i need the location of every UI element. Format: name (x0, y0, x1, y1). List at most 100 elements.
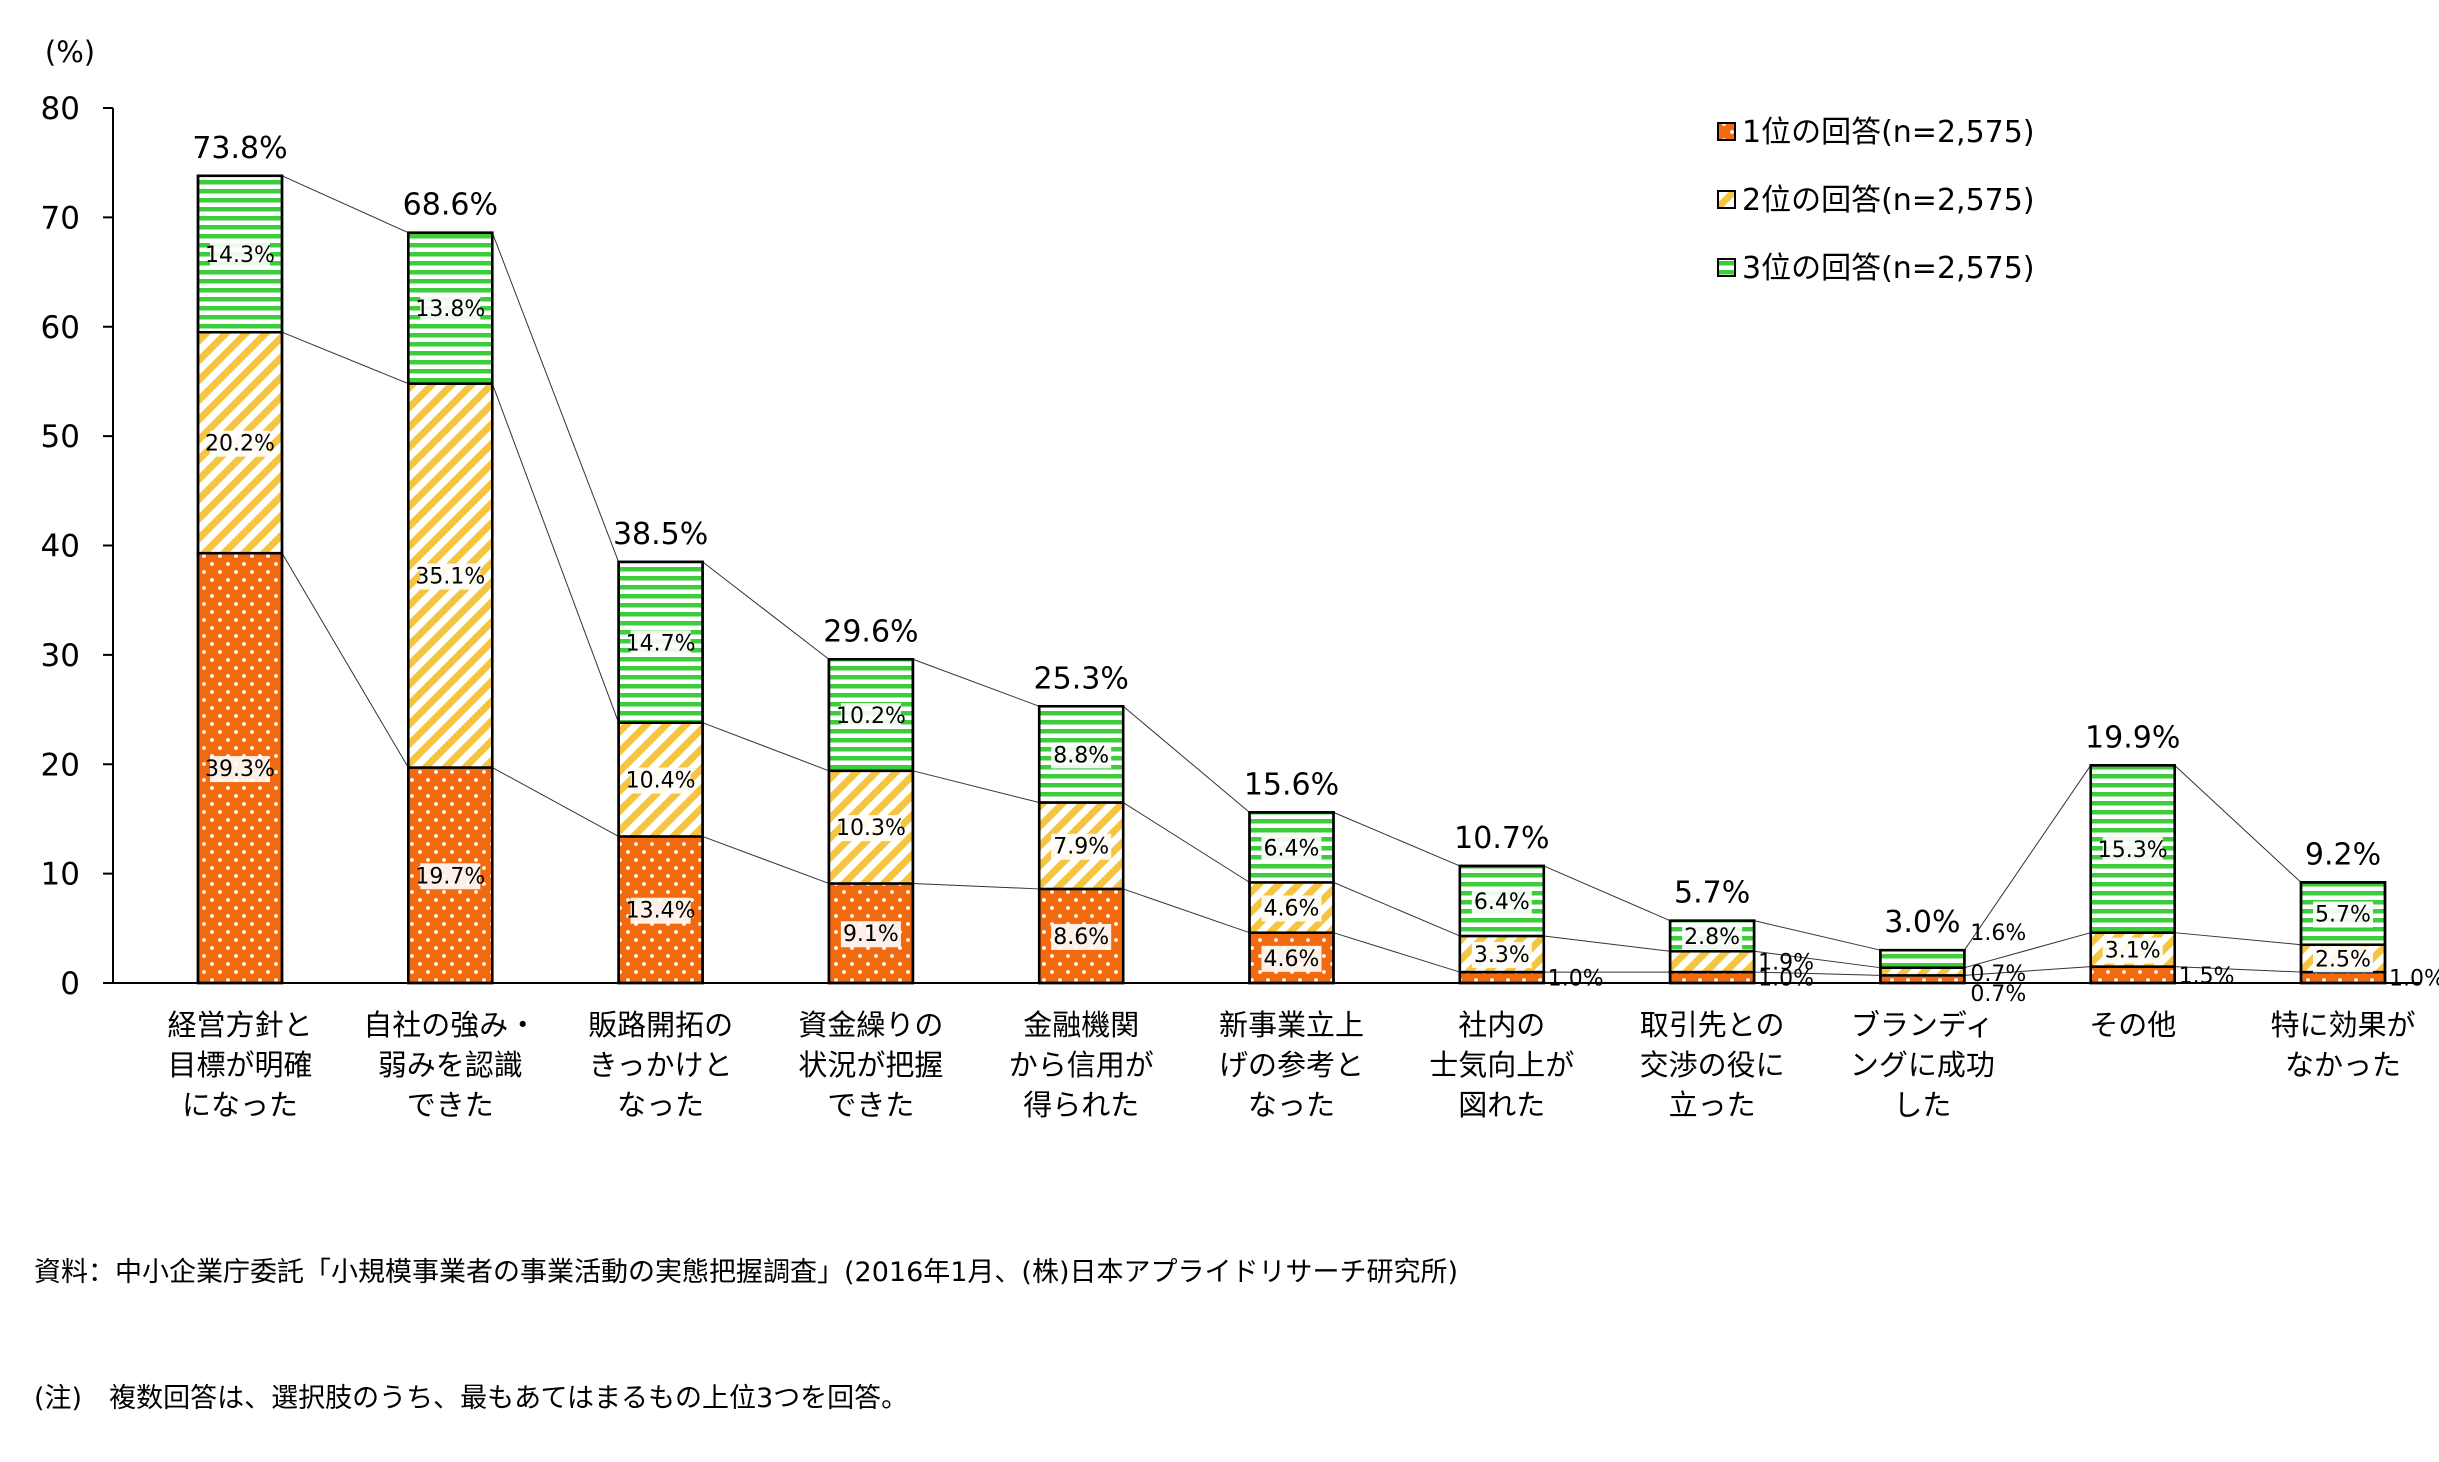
notes: 資料：中小企業庁委託「小規模事業者の事業活動の実態把握調査」(2016年1月、(… (34, 1168, 1458, 1462)
segment-label-bg (630, 630, 691, 657)
total-value-label: 19.9% (2085, 720, 2180, 755)
y-tick-label: 80 (41, 91, 80, 127)
category-label: 立った (1669, 1088, 1756, 1122)
segment-label-bg (840, 815, 901, 842)
connector-line (1964, 966, 2091, 976)
bar-segment (1668, 970, 1756, 985)
segment-value-label: 6.4% (1474, 890, 1530, 915)
segment-value-label: 1.6% (1970, 921, 2026, 946)
footnote: (注) 複数回答は、選択肢のうち、最もあてはまるもの上位3つを回答。 (34, 1383, 909, 1414)
segment-label-bg (1051, 833, 1112, 860)
segment-value-label: 1.9% (1758, 951, 1814, 976)
connector-line (1333, 811, 1460, 867)
category-label: 目標が明確 (167, 1048, 312, 1082)
bar-outline (407, 231, 494, 985)
segment-label-bg (210, 756, 270, 783)
connector-line (281, 331, 409, 385)
category-label: 資金繰りの (798, 1008, 943, 1042)
segment-label-bg (210, 242, 270, 269)
segment-value-label: 4.6% (1264, 897, 1320, 922)
bar-segment (2299, 970, 2387, 985)
category-label: ブランディ (1851, 1008, 1994, 1042)
bar-outline (1879, 948, 1966, 985)
category-label: ングに成功 (1850, 1048, 1995, 1082)
category-label: 得られた (1023, 1088, 1139, 1122)
segment-value-label: 2.8% (1684, 925, 1740, 950)
segment-label-bg (840, 703, 901, 730)
connector-line (2174, 932, 2302, 946)
connector-line (912, 882, 1040, 890)
segment-label-bg (1261, 895, 1322, 922)
segment-label-bg (630, 897, 691, 924)
y-tick-label: 60 (41, 310, 80, 346)
segment-value-label: 1.0% (1548, 967, 1604, 992)
segment-value-label: 14.3% (205, 243, 275, 268)
bar-outline (2299, 881, 2387, 985)
y-tick-label: 70 (41, 200, 80, 236)
connector-line (1123, 888, 1250, 934)
connector-line (492, 767, 619, 837)
connector-line (1333, 881, 1460, 937)
legend-swatch (1717, 122, 1736, 141)
category-label: できた (407, 1088, 494, 1122)
bar-outline (1037, 705, 1125, 985)
stacked-bar-chart: (%) 0 10 20 30 40 50 60 70 80 39.3% 20.2% 14.3% 73.… (41, 35, 2439, 1122)
category-label: 新事業立上 (1219, 1008, 1364, 1042)
total-value-label: 9.2% (2305, 837, 2381, 872)
segment-label-bg (2102, 937, 2163, 964)
connector-line (1754, 971, 1881, 976)
connector-line (702, 561, 830, 660)
bar-segment (1879, 948, 1966, 969)
segment-label-bg (420, 563, 481, 590)
connector-line (491, 383, 620, 723)
segment-label-bg (840, 921, 901, 948)
category-label: できた (827, 1088, 914, 1122)
segment-value-label: 3.1% (2105, 939, 2161, 964)
category-label: 弱みを認識 (378, 1048, 523, 1082)
segment-label-bg (2102, 837, 2163, 864)
bar-segment (1458, 970, 1546, 985)
segment-value-label: 35.1% (415, 565, 485, 590)
segment-value-label: 10.2% (836, 704, 906, 729)
y-tick-label: 10 (41, 857, 80, 893)
total-value-label: 68.6% (403, 188, 498, 223)
segment-label-bg (1051, 742, 1112, 769)
segment-value-label: 39.3% (205, 757, 275, 782)
segment-value-label: 1.0% (2389, 967, 2439, 992)
connector-line (702, 835, 830, 884)
total-value-label: 10.7% (1454, 821, 1549, 856)
category-label: げの参考と (1219, 1048, 1364, 1082)
category-label: 交渉の役に (1640, 1048, 1785, 1082)
bars: 39.3% 20.2% 14.3% 73.8% 19.7% 35.1% 13.8% 68.6%… (192, 131, 2439, 1007)
category-label: その他 (2089, 1008, 2176, 1042)
category-label: 状況が把握 (798, 1048, 943, 1082)
segment-value-label: 9.1% (843, 922, 899, 947)
source-note: 資料：中小企業庁委託「小規模事業者の事業活動の実態把握調査」(2016年1月、(… (34, 1257, 1459, 1288)
category-label: 特に効果が (2270, 1008, 2415, 1042)
legend: 1位の回答(n=2,575) 2位の回答(n=2,575) 3位の回答(n=2,57… (1717, 115, 2035, 286)
connector-line (2174, 966, 2302, 973)
category-label: 士気向上が (1429, 1048, 1574, 1082)
legend-swatch (1717, 258, 1736, 277)
y-tick-label: 30 (41, 638, 80, 674)
legend-swatch (1717, 190, 1736, 209)
category-label: きっかけと (589, 1048, 733, 1082)
category-label: 販路開拓の (588, 1008, 733, 1042)
bar-outline (2089, 764, 2176, 985)
y-unit-label: (%) (45, 35, 95, 69)
connector-line (1963, 765, 2092, 951)
bar-segment (2089, 965, 2176, 985)
bar-outline (617, 560, 704, 985)
connector-line (912, 658, 1040, 707)
y-tick-label: 0 (60, 966, 80, 1002)
segment-label-bg (1471, 888, 1532, 915)
total-value-label: 3.0% (1884, 905, 1960, 940)
segment-value-label: 15.3% (2098, 838, 2168, 863)
segment-label-bg (210, 430, 270, 457)
segment-label-bg (1051, 923, 1112, 950)
category-label: した (1893, 1088, 1951, 1122)
segment-value-label: 8.6% (1053, 925, 1109, 950)
segment-value-label: 13.8% (415, 297, 485, 322)
segment-value-label: 10.3% (836, 816, 906, 841)
segment-value-label: 20.2% (205, 432, 275, 457)
